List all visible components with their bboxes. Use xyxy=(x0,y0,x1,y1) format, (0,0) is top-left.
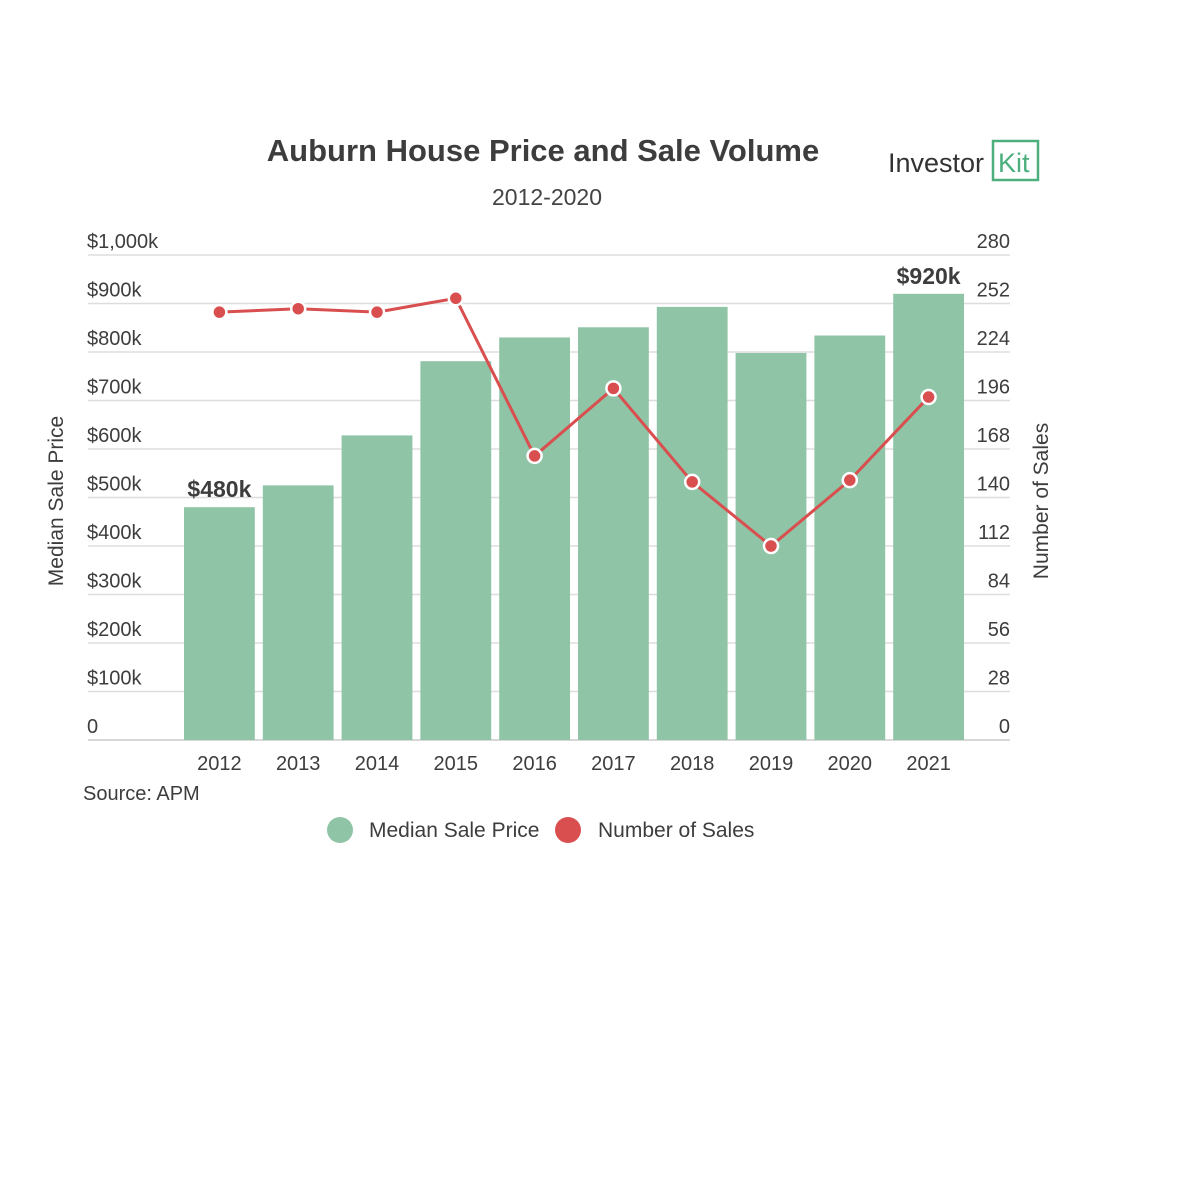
x-tick-label: 2021 xyxy=(906,753,951,775)
right-tick-label: 280 xyxy=(977,231,1010,253)
x-tick-label: 2019 xyxy=(749,753,794,775)
price-bar xyxy=(420,361,492,740)
logo-text-main: Investor xyxy=(888,148,984,178)
right-tick-label: 112 xyxy=(978,522,1010,544)
left-tick-label: 0 xyxy=(87,716,98,738)
left-tick-label: $900k xyxy=(87,280,142,302)
chart-title: Auburn House Price and Sale Volume xyxy=(267,133,819,168)
right-tick-label: 140 xyxy=(977,474,1010,496)
price-data-label: $920k xyxy=(897,263,961,289)
price-bar xyxy=(262,485,334,740)
left-tick-label: $100k xyxy=(87,668,142,690)
bar-data-labels: $480k $920k xyxy=(187,263,960,502)
logo-text-accent: Kit xyxy=(998,148,1030,178)
x-tick-label: 2018 xyxy=(670,753,715,775)
x-tick-label: 2015 xyxy=(434,753,479,775)
sales-point xyxy=(841,471,859,489)
sales-line-path xyxy=(219,296,930,548)
left-axis-ticks: 0 $100k $200k $300k $400k $500k $600k $700k $800… xyxy=(87,231,159,738)
price-bar xyxy=(893,293,964,740)
right-axis-title: Number of Sales xyxy=(1030,423,1053,579)
sales-point xyxy=(683,473,701,491)
sales-point xyxy=(211,303,228,321)
left-tick-label: $200k xyxy=(87,619,142,641)
chart-subtitle: 2012-2020 xyxy=(492,184,602,210)
legend-label-price: Median Sale Price xyxy=(369,819,539,842)
x-tick-label: 2020 xyxy=(828,753,873,775)
x-tick-label: 2012 xyxy=(197,753,242,775)
price-bar xyxy=(499,337,570,740)
price-bars xyxy=(184,293,964,740)
right-axis-ticks: 0 28 56 84 112 140 168 196 224 252 280 xyxy=(977,231,1010,738)
right-tick-label: 224 xyxy=(977,328,1010,350)
legend: Median Sale Price Number of Sales xyxy=(327,817,754,843)
price-data-label: $480k xyxy=(187,476,251,502)
left-tick-label: $600k xyxy=(87,425,142,447)
left-tick-label: $800k xyxy=(87,328,142,350)
right-tick-label: 0 xyxy=(999,716,1010,738)
legend-marker-price xyxy=(327,817,353,843)
price-bar xyxy=(814,335,886,740)
right-tick-label: 28 xyxy=(988,668,1010,690)
left-tick-label: $700k xyxy=(87,377,142,399)
price-bar xyxy=(341,435,413,740)
x-axis-ticks: 2012 2013 2014 2015 2016 2017 2018 2019 2020 2021 xyxy=(197,753,951,775)
sales-point xyxy=(920,388,937,406)
legend-marker-sales xyxy=(555,817,581,843)
right-tick-label: 252 xyxy=(977,280,1010,302)
sales-point xyxy=(762,537,780,555)
left-tick-label: $300k xyxy=(87,571,142,593)
sales-point xyxy=(289,300,307,317)
sales-line xyxy=(211,290,937,555)
left-tick-label: $1,000k xyxy=(87,231,159,253)
right-tick-label: 196 xyxy=(977,377,1010,399)
right-tick-label: 84 xyxy=(988,571,1010,593)
source-note: Source: APM xyxy=(83,783,200,805)
x-tick-label: 2016 xyxy=(512,753,557,775)
logo-frame xyxy=(991,139,1040,182)
right-tick-label: 56 xyxy=(988,619,1010,641)
legend-label-sales: Number of Sales xyxy=(598,819,754,842)
price-bar xyxy=(184,507,255,740)
sales-point xyxy=(605,380,622,397)
left-tick-label: $400k xyxy=(87,522,142,544)
x-tick-label: 2013 xyxy=(276,753,321,775)
sales-point xyxy=(447,290,465,307)
sales-point xyxy=(526,447,543,465)
investorkit-logo: Investor Kit xyxy=(888,139,1040,182)
right-tick-label: 168 xyxy=(977,425,1010,447)
price-bar xyxy=(656,306,728,740)
left-axis-title: Median Sale Price xyxy=(45,416,68,586)
left-tick-label: $500k xyxy=(87,474,142,496)
sales-point xyxy=(368,303,386,321)
x-tick-label: 2017 xyxy=(591,753,636,775)
x-tick-label: 2014 xyxy=(355,753,400,775)
